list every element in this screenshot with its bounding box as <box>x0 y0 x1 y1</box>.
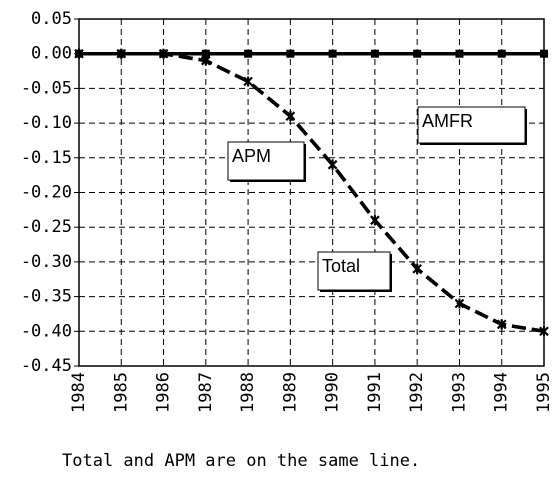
x-tick-label: 1984 <box>69 372 89 413</box>
x-tick-label: 1988 <box>238 372 258 413</box>
marker <box>455 49 464 58</box>
marker <box>454 298 465 309</box>
label-box <box>227 141 305 181</box>
marker <box>370 215 380 226</box>
x-tick-label: 1995 <box>534 372 554 413</box>
x-tick-label: 1986 <box>154 372 174 413</box>
y-tick-label: -0.30 <box>21 252 72 272</box>
y-tick-label: -0.20 <box>21 183 72 203</box>
marker <box>328 49 337 58</box>
legend-label: AMFR <box>422 111 473 131</box>
y-tick-label: -0.25 <box>21 217 72 237</box>
marker <box>540 49 548 58</box>
note: Total and APM are on the same line. <box>62 451 420 471</box>
y-tick-label: 0.00 <box>31 44 72 64</box>
label-box <box>317 251 391 291</box>
marker <box>244 49 253 58</box>
x-tick-label: 1993 <box>449 372 469 413</box>
y-tick-label: -0.35 <box>21 287 72 307</box>
x-tick-label: 1989 <box>280 372 300 413</box>
marker <box>413 49 422 58</box>
label-box <box>417 106 526 144</box>
marker <box>201 55 211 66</box>
y-tick-label: -0.05 <box>21 78 72 98</box>
x-tick-label: 1990 <box>323 372 343 413</box>
marker <box>327 159 338 170</box>
plot-frame <box>78 18 545 367</box>
legend-label: APM <box>232 146 271 166</box>
y-tick-label: 0.05 <box>31 9 72 29</box>
marker <box>497 319 507 330</box>
marker <box>201 49 210 58</box>
legend-label: Total <box>322 256 360 276</box>
y-tick-label: -0.40 <box>21 321 72 341</box>
y-tick-label: -0.15 <box>21 148 72 168</box>
x-tick-label: 1985 <box>111 372 131 413</box>
marker <box>497 49 506 58</box>
marker <box>243 76 253 87</box>
x-tick-label: 1991 <box>365 372 385 413</box>
series-line <box>79 51 545 334</box>
marker <box>285 111 296 122</box>
marker <box>412 263 422 274</box>
y-tick-label: -0.45 <box>21 356 72 376</box>
x-tick-label: 1992 <box>407 372 427 413</box>
marker <box>74 48 84 59</box>
x-tick-label: 1994 <box>492 372 512 413</box>
marker <box>116 48 126 59</box>
y-tick-label: -0.10 <box>21 113 72 133</box>
marker <box>158 48 169 59</box>
marker <box>286 49 295 58</box>
marker <box>539 326 549 337</box>
marker <box>370 49 379 58</box>
x-tick-label: 1987 <box>196 372 216 413</box>
